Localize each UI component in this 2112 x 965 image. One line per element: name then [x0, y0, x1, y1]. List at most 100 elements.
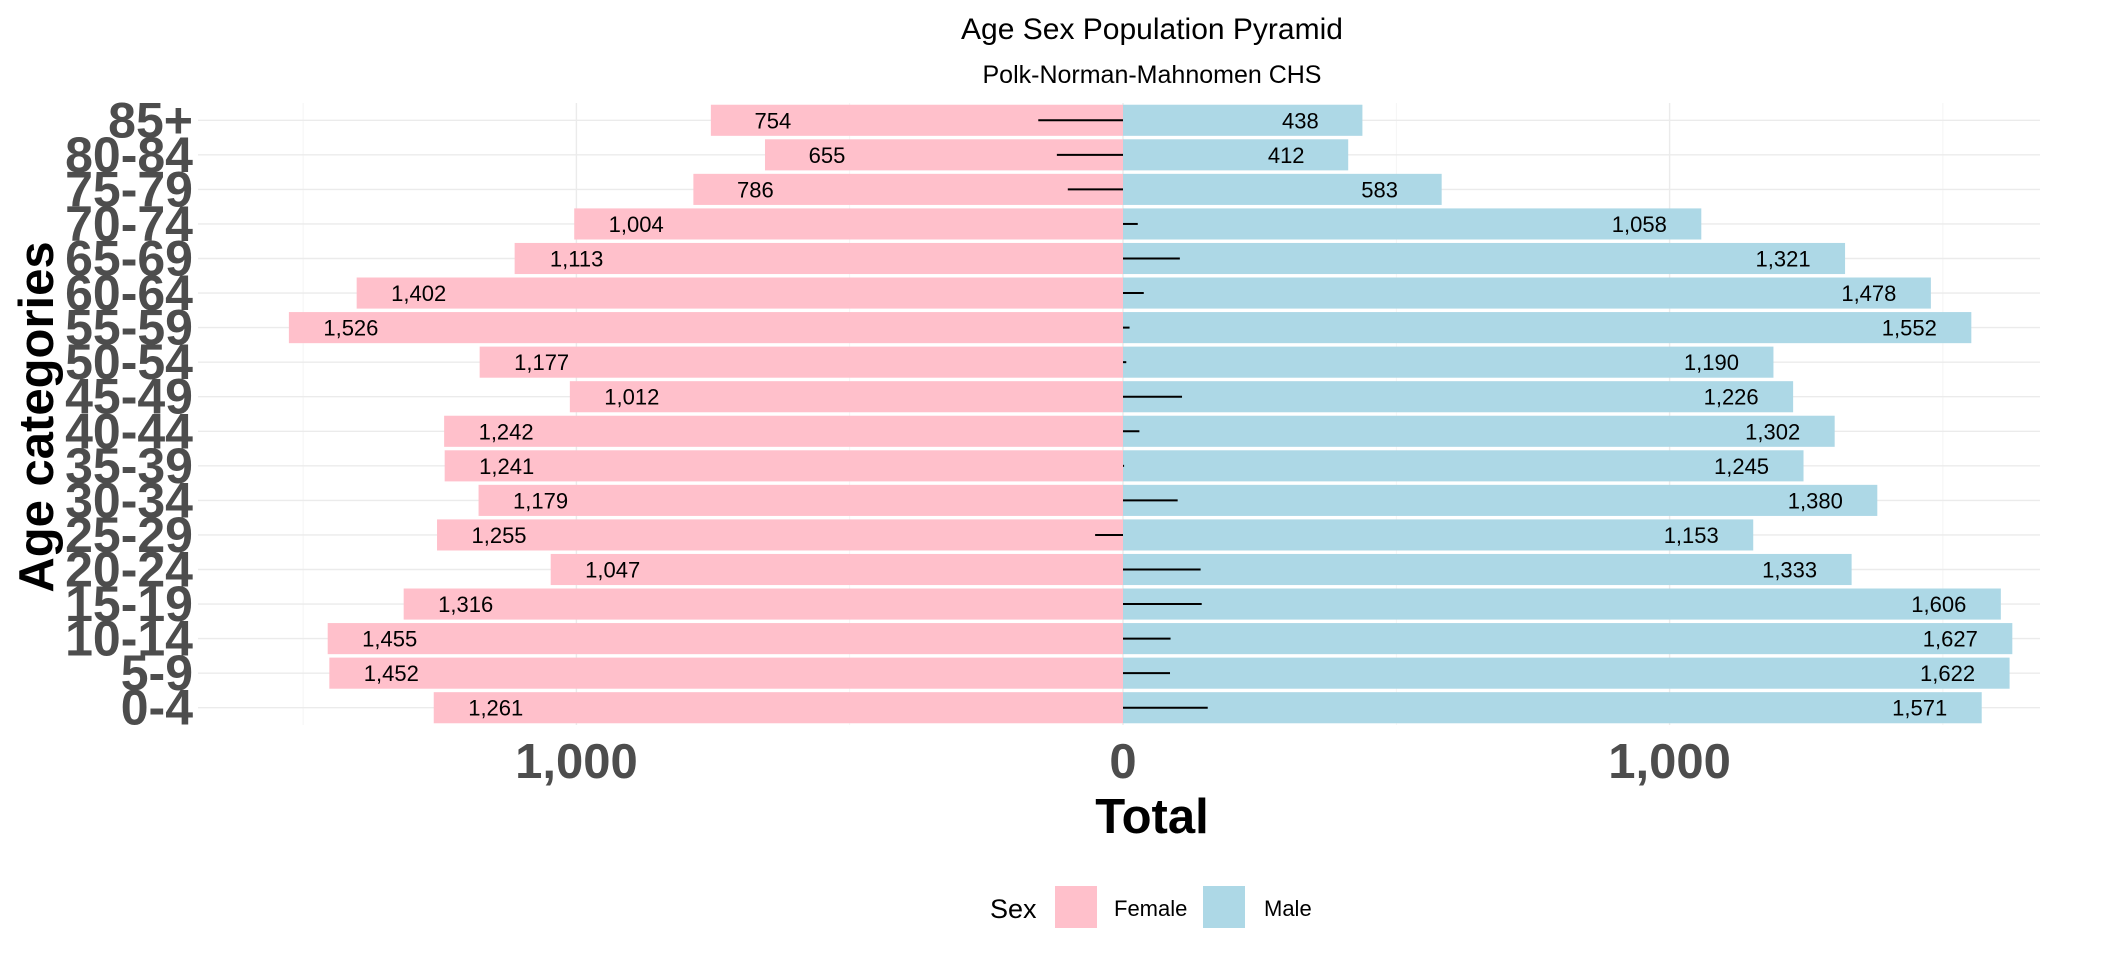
bar-label-male: 412 — [1268, 143, 1305, 168]
bar-female-65-69 — [514, 242, 1123, 275]
bar-female-10-14 — [327, 623, 1123, 655]
y-tick-label: 75-79 — [65, 161, 193, 217]
x-tick-label: 1,000 — [1608, 735, 1731, 789]
bar-female-20-24 — [550, 553, 1123, 586]
bar-male-35-39 — [1123, 450, 1804, 482]
bar-label-female: 1,241 — [479, 454, 534, 479]
y-tick-label: 30-34 — [65, 472, 193, 528]
bar-female-40-44 — [444, 415, 1123, 447]
bar-label-female: 1,012 — [604, 385, 659, 410]
legend-label-male: Male — [1264, 896, 1312, 921]
y-tick-label: 40-44 — [65, 403, 193, 459]
bar-label-male: 583 — [1361, 177, 1398, 202]
bar-male-10-14 — [1123, 623, 2013, 655]
bar-label-male: 1,622 — [1920, 661, 1975, 686]
bar-female-60-64 — [356, 277, 1123, 309]
x-tick-label: 1,000 — [515, 735, 638, 789]
bar-label-male: 1,226 — [1704, 385, 1759, 410]
x-axis-title: Total — [1095, 790, 1208, 844]
legend-label-female: Female — [1114, 896, 1187, 921]
y-tick-label: 45-49 — [65, 369, 193, 425]
bar-female-5-9 — [329, 657, 1123, 689]
bar-label-male: 1,606 — [1911, 592, 1966, 617]
bar-label-female: 754 — [755, 108, 792, 133]
bar-female-55-59 — [288, 312, 1123, 344]
bar-label-male: 1,552 — [1882, 316, 1937, 341]
bar-male-70-74 — [1123, 208, 1702, 240]
bar-female-75-79 — [693, 173, 1123, 205]
legend: Sex Female Male — [990, 886, 1312, 928]
bar-male-5-9 — [1123, 657, 2010, 689]
bar-label-female: 1,242 — [479, 419, 534, 444]
bar-label-female: 1,316 — [438, 592, 493, 617]
bar-female-15-19 — [403, 588, 1123, 620]
bar-label-female: 1,255 — [471, 523, 526, 548]
chart-title: Age Sex Population Pyramid — [961, 13, 1343, 46]
bar-label-female: 1,452 — [364, 661, 419, 686]
bar-female-25-29 — [437, 519, 1124, 551]
legend-key-female — [1055, 886, 1097, 928]
bar-male-65-69 — [1123, 242, 1846, 275]
bar-label-female: 1,113 — [550, 247, 603, 272]
bar-female-70-74 — [574, 208, 1123, 240]
bar-male-45-49 — [1123, 381, 1794, 413]
bar-label-female: 1,047 — [585, 558, 640, 583]
bar-label-male: 1,321 — [1756, 247, 1811, 272]
bar-label-male: 1,380 — [1788, 488, 1843, 513]
bar-label-male: 1,245 — [1714, 454, 1769, 479]
bar-label-female: 1,526 — [323, 316, 378, 341]
y-tick-label: 50-54 — [65, 334, 193, 390]
legend-title: Sex — [990, 894, 1037, 924]
y-tick-label: 35-39 — [65, 438, 193, 494]
chart-subtitle: Polk-Norman-Mahnomen CHS — [982, 61, 1321, 89]
difference-segments-group — [1038, 119, 1208, 709]
bars-group — [288, 104, 2013, 724]
x-tick-labels: 1,000 0 1,000 — [515, 735, 1731, 789]
bar-male-75-79 — [1123, 173, 1442, 205]
bar-label-male: 438 — [1282, 108, 1319, 133]
bar-label-male: 1,571 — [1892, 696, 1947, 721]
bar-female-30-34 — [478, 484, 1123, 516]
y-tick-label: 55-59 — [65, 300, 193, 356]
bar-male-50-54 — [1123, 346, 1774, 378]
y-tick-label: 20-24 — [65, 542, 193, 598]
bar-male-0-4 — [1123, 692, 1982, 724]
x-tick-label: 0 — [1109, 735, 1136, 789]
bar-female-35-39 — [444, 450, 1123, 482]
bar-labels-group: 1,261 1,571 1,452 1,622 1,455 1,627 1,316 1,606… — [323, 108, 1977, 720]
bar-label-female: 1,179 — [513, 488, 568, 513]
bar-label-female: 1,261 — [468, 696, 523, 721]
bar-label-male: 1,058 — [1612, 212, 1667, 237]
bar-label-female: 1,004 — [609, 212, 664, 237]
bar-male-40-44 — [1123, 415, 1835, 447]
bar-male-85 — [1123, 104, 1363, 136]
bar-female-0-4 — [433, 692, 1123, 724]
y-tick-label: 85+ — [108, 92, 193, 148]
y-tick-label: 5-9 — [121, 645, 193, 701]
bar-label-male: 1,302 — [1745, 419, 1800, 444]
y-tick-label: 15-19 — [65, 576, 193, 632]
bar-male-60-64 — [1123, 277, 1931, 309]
y-tick-label: 70-74 — [65, 196, 193, 252]
y-tick-label: 65-69 — [65, 231, 193, 287]
bar-female-45-49 — [569, 381, 1123, 413]
bar-label-male: 1,478 — [1841, 281, 1896, 306]
bar-female-50-54 — [479, 346, 1123, 378]
y-tick-label: 80-84 — [65, 127, 193, 183]
bar-label-female: 655 — [809, 143, 846, 168]
bar-label-male: 1,627 — [1923, 627, 1978, 652]
y-axis-title: Age categories — [10, 241, 64, 592]
bar-label-male: 1,153 — [1664, 523, 1719, 548]
y-tick-label: 60-64 — [65, 265, 193, 321]
bar-label-female: 1,177 — [514, 350, 569, 375]
bar-label-female: 1,402 — [391, 281, 446, 306]
bar-label-female: 786 — [737, 177, 774, 202]
bar-label-male: 1,190 — [1684, 350, 1739, 375]
bar-male-25-29 — [1123, 519, 1754, 551]
bar-male-30-34 — [1123, 484, 1878, 516]
bar-male-15-19 — [1123, 588, 2001, 620]
bar-male-55-59 — [1123, 312, 1972, 344]
y-tick-label: 25-29 — [65, 507, 193, 563]
y-tick-label: 0-4 — [121, 680, 193, 736]
